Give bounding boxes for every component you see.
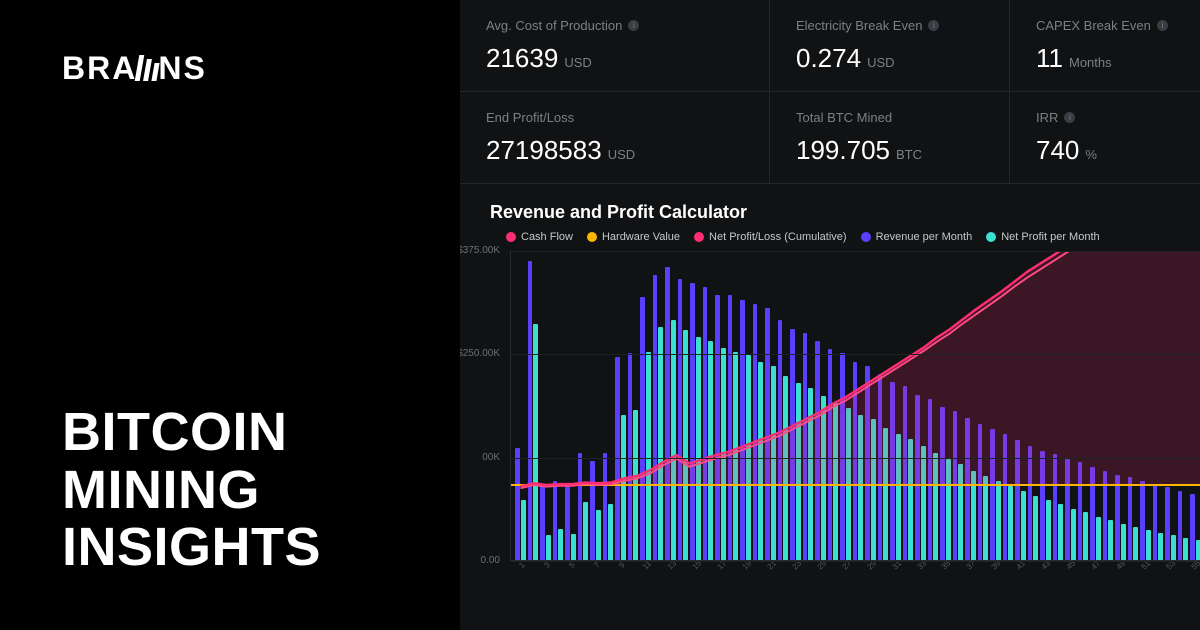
hero-line-2: MINING (62, 462, 321, 519)
chart-area: 1357911131517192123252729313335373941434… (460, 251, 1200, 591)
stat-value: 11Months (1036, 43, 1200, 74)
stat-value: 199.705BTC (796, 135, 1009, 166)
stat-card: IRRi 740% (1010, 92, 1200, 184)
stat-value: 0.274USD (796, 43, 1009, 74)
lines-layer (511, 251, 1200, 561)
y-tick-label: $250.00K (460, 348, 500, 359)
legend-item[interactable]: Net Profit per Month (986, 231, 1099, 243)
stat-card: Total BTC Mined 199.705BTC (770, 92, 1010, 184)
legend-item[interactable]: Hardware Value (587, 231, 680, 243)
stat-unit: USD (608, 147, 635, 162)
legend-dot-icon (587, 232, 597, 242)
info-icon[interactable]: i (1157, 20, 1168, 31)
hero-title: BITCOIN MINING INSIGHTS (62, 404, 321, 576)
legend-label: Net Profit per Month (1001, 231, 1099, 243)
y-tick-label: $375.00K (460, 245, 500, 256)
info-icon[interactable]: i (928, 20, 939, 31)
legend-item[interactable]: Revenue per Month (861, 231, 973, 243)
legend-label: Net Profit/Loss (Cumulative) (709, 231, 847, 243)
stat-value: 740% (1036, 135, 1200, 166)
stat-unit: USD (867, 55, 894, 70)
info-icon[interactable]: i (1064, 112, 1075, 123)
legend-label: Cash Flow (521, 231, 573, 243)
hero-panel: BRANS BITCOIN MINING INSIGHTS (0, 0, 460, 630)
cumulative-line[interactable] (521, 251, 1200, 488)
stat-unit: BTC (896, 147, 922, 162)
stat-card: Electricity Break Eveni 0.274USD (770, 0, 1010, 92)
stat-card: CAPEX Break Eveni 11Months (1010, 0, 1200, 92)
legend-dot-icon (506, 232, 516, 242)
legend-dot-icon (861, 232, 871, 242)
stat-label: Total BTC Mined (796, 110, 1009, 125)
legend-item[interactable]: Net Profit/Loss (Cumulative) (694, 231, 847, 243)
stat-unit: Months (1069, 55, 1112, 70)
stat-card: Avg. Cost of Productioni 21639USD (460, 0, 770, 92)
hero-line-3: INSIGHTS (62, 519, 321, 576)
stat-label: CAPEX Break Eveni (1036, 18, 1200, 33)
legend-dot-icon (694, 232, 704, 242)
stat-unit: % (1085, 147, 1097, 162)
legend-label: Revenue per Month (876, 231, 973, 243)
y-tick-label: 00K (482, 452, 500, 463)
stat-value: 21639USD (486, 43, 769, 74)
dashboard-panel: Avg. Cost of Productioni21639USDElectric… (460, 0, 1200, 630)
hero-line-1: BITCOIN (62, 404, 321, 461)
stats-grid: Avg. Cost of Productioni21639USDElectric… (460, 0, 1200, 184)
chart-title: Revenue and Profit Calculator (460, 184, 1200, 231)
y-tick-label: 0.00 (481, 555, 500, 566)
stat-label: IRRi (1036, 110, 1200, 125)
stat-unit: USD (564, 55, 591, 70)
legend-dot-icon (986, 232, 996, 242)
chart-legend: Cash Flow Hardware Value Net Profit/Loss (… (460, 231, 1200, 251)
stat-label: Electricity Break Eveni (796, 18, 1009, 33)
brand-logo: BRANS (62, 50, 460, 87)
stat-label: Avg. Cost of Productioni (486, 18, 769, 33)
info-icon[interactable]: i (628, 20, 639, 31)
legend-item[interactable]: Cash Flow (506, 231, 573, 243)
cashflow-line[interactable] (521, 251, 1200, 487)
legend-label: Hardware Value (602, 231, 680, 243)
stat-card: End Profit/Loss 27198583USD (460, 92, 770, 184)
chart-plot: 1357911131517192123252729313335373941434… (510, 251, 1200, 561)
stat-value: 27198583USD (486, 135, 769, 166)
stat-label: End Profit/Loss (486, 110, 769, 125)
